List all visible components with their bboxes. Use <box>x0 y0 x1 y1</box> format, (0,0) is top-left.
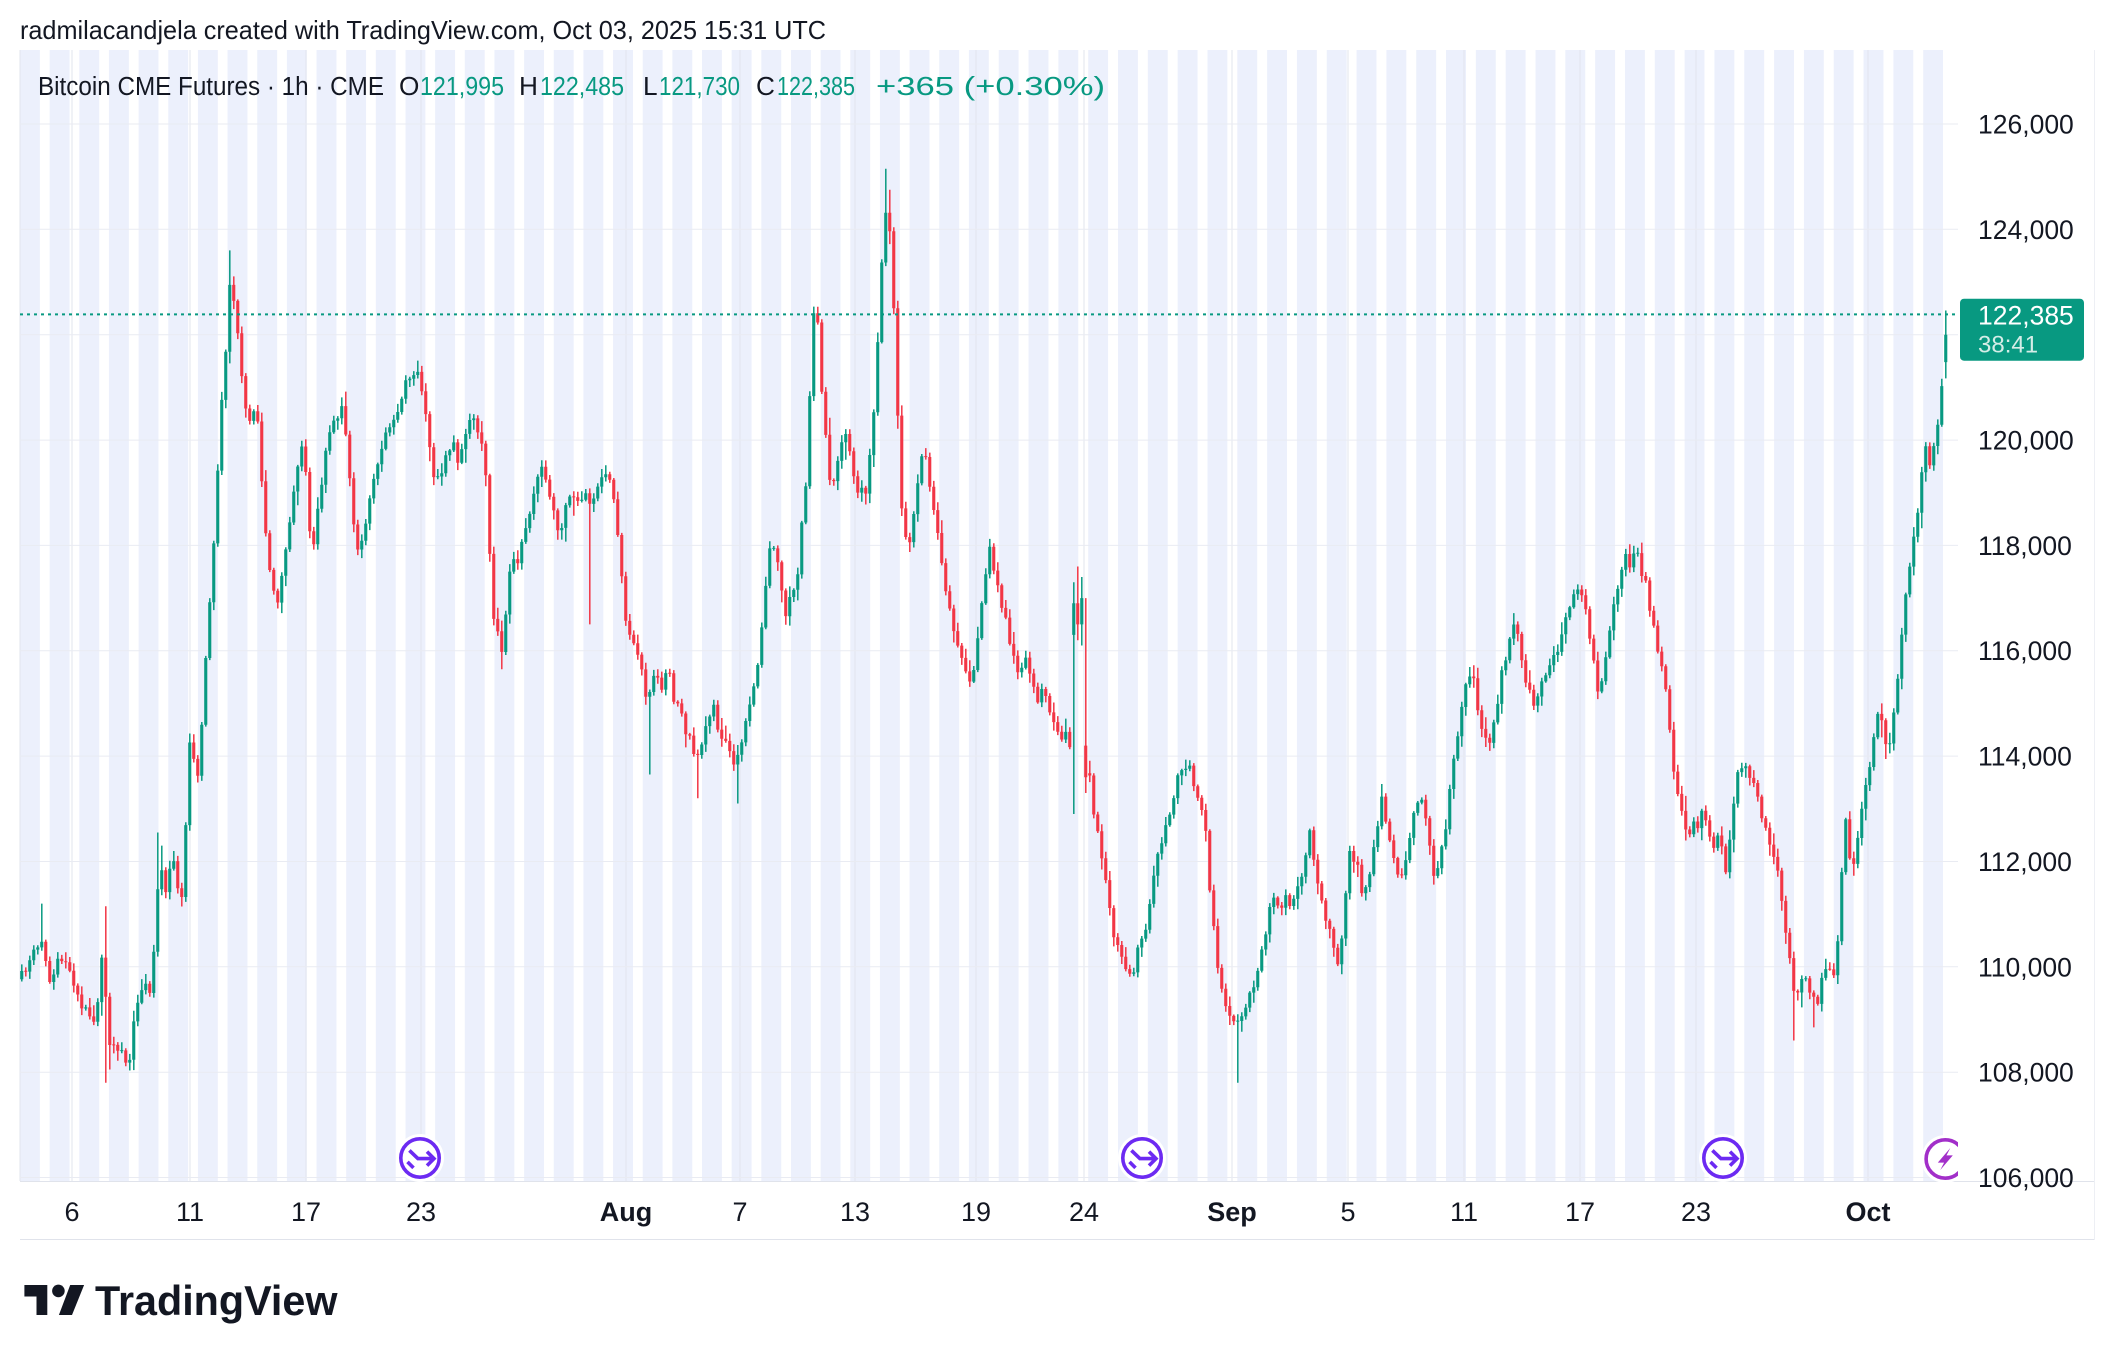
svg-text:TradingView: TradingView <box>95 1278 338 1324</box>
svg-text:Bitcoin CME Futures · 1h · CME: Bitcoin CME Futures · 1h · CME <box>38 71 384 101</box>
svg-text:Sep: Sep <box>1207 1197 1257 1227</box>
svg-text:H: H <box>519 71 538 101</box>
svg-text:23: 23 <box>1681 1197 1711 1227</box>
svg-text:122,385: 122,385 <box>1978 301 2074 331</box>
svg-text:11: 11 <box>1450 1197 1478 1227</box>
svg-text:114,000: 114,000 <box>1978 742 2072 772</box>
svg-text:112,000: 112,000 <box>1978 847 2072 877</box>
svg-text:L: L <box>643 71 658 101</box>
svg-text:Aug: Aug <box>600 1197 652 1227</box>
svg-text:C: C <box>756 71 775 101</box>
svg-text:121,995: 121,995 <box>420 71 504 101</box>
svg-text:120,000: 120,000 <box>1978 426 2074 456</box>
svg-text:23: 23 <box>406 1197 436 1227</box>
svg-text:24: 24 <box>1069 1197 1099 1227</box>
svg-text:121,730: 121,730 <box>659 71 740 101</box>
svg-text:122,485: 122,485 <box>540 71 624 101</box>
svg-text:11: 11 <box>176 1197 204 1227</box>
svg-text:126,000: 126,000 <box>1978 110 2074 140</box>
svg-text:radmilacandjela created with T: radmilacandjela created with TradingView… <box>20 17 826 45</box>
svg-text:17: 17 <box>1565 1197 1595 1227</box>
svg-text:5: 5 <box>1340 1197 1355 1227</box>
svg-text:19: 19 <box>961 1197 991 1227</box>
svg-text:6: 6 <box>64 1197 79 1227</box>
svg-text:O: O <box>399 71 419 101</box>
svg-text:Oct: Oct <box>1845 1197 1890 1227</box>
svg-text:116,000: 116,000 <box>1978 636 2072 666</box>
svg-text:7: 7 <box>732 1197 747 1227</box>
svg-text:38:41: 38:41 <box>1978 332 2038 359</box>
svg-text:17: 17 <box>291 1197 321 1227</box>
svg-text:13: 13 <box>840 1197 870 1227</box>
svg-text:110,000: 110,000 <box>1978 952 2072 982</box>
svg-text:108,000: 108,000 <box>1978 1058 2074 1088</box>
svg-text:118,000: 118,000 <box>1978 531 2072 561</box>
svg-text:122,385: 122,385 <box>777 71 855 101</box>
svg-text:+365 (+0.30%): +365 (+0.30%) <box>876 71 1105 101</box>
svg-text:124,000: 124,000 <box>1978 215 2074 245</box>
svg-text:106,000: 106,000 <box>1978 1163 2074 1193</box>
